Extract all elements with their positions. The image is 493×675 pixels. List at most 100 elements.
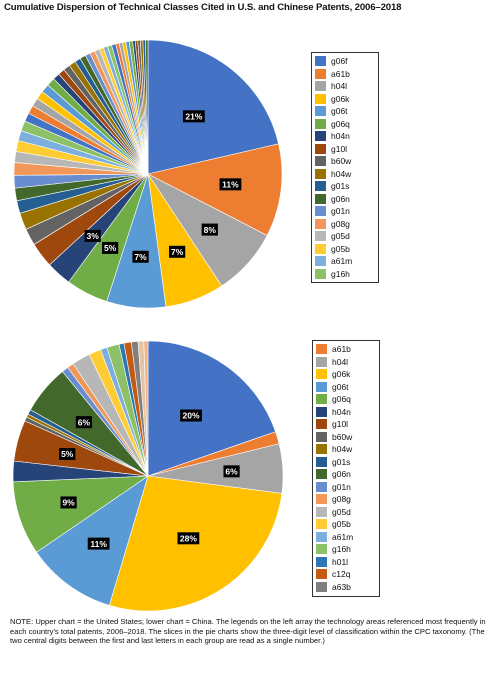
us-data-label-text: 21% [185, 112, 202, 122]
legend-swatch [316, 394, 327, 405]
cn-legend-item-g05b: g05b [316, 518, 376, 531]
legend-label: h04l [331, 81, 348, 92]
legend-swatch [316, 381, 327, 392]
legend-swatch [316, 519, 327, 530]
legend-label: a61m [332, 531, 354, 542]
legend-swatch [316, 456, 327, 467]
legend-swatch [315, 206, 326, 217]
legend-swatch [315, 193, 326, 204]
cn-legend-item-g05d: g05d [316, 506, 376, 519]
legend-label: g05d [332, 506, 351, 517]
cn-legend-item-h01l: h01l [316, 556, 376, 569]
cn-legend-item-g06n: g06n [316, 468, 376, 481]
legend-label: g10l [331, 143, 348, 154]
legend-swatch [316, 506, 327, 517]
cn-slice-other-22 [143, 340, 149, 477]
cn-legend-item-a61b: a61b [316, 343, 376, 356]
us-legend-item-g06q: g06q [315, 118, 375, 131]
us-legend-item-g06f: g06f [315, 55, 375, 68]
legend-label: g06n [332, 469, 351, 480]
legend-label: g01s [331, 181, 350, 192]
china-pie-chart: 20% 6% 28% 11% 9% 5% 6% [12, 340, 284, 612]
us-legend-item-h04l: h04l [315, 80, 375, 93]
legend-label: g06t [332, 381, 349, 392]
us-data-label: 11% [219, 178, 242, 191]
legend-swatch [316, 406, 327, 417]
us-data-label: 8% [201, 223, 218, 236]
us-data-label-text: 11% [222, 180, 239, 190]
legend-swatch [315, 93, 326, 104]
cn-data-label-text: 6% [225, 467, 238, 477]
legend-label: h04l [332, 356, 349, 367]
legend-label: g10l [332, 419, 349, 430]
us-data-label-text: 3% [86, 231, 99, 241]
legend-label: g06k [331, 93, 350, 104]
legend-swatch [315, 106, 326, 117]
legend-label: g16h [332, 544, 351, 555]
us-legend-item-a61b: a61b [315, 68, 375, 81]
legend-label: a61b [331, 68, 350, 79]
us-legend-item-g05d: g05d [315, 230, 375, 243]
legend-label: b60w [331, 156, 352, 167]
legend-swatch [315, 256, 326, 267]
legend-swatch [315, 243, 326, 254]
cn-legend-item-c12q: c12q [316, 568, 376, 581]
us-legend-item-g08g: g08g [315, 218, 375, 231]
cn-legend-item-h04w: h04w [316, 443, 376, 456]
cn-legend-item-b60w: b60w [316, 431, 376, 444]
cn-legend-item-g08g: g08g [316, 493, 376, 506]
legend-label: g05b [332, 519, 351, 530]
us-legend-item-h04n: h04n [315, 130, 375, 143]
legend-swatch [316, 494, 327, 505]
cn-data-label: 20% [180, 409, 202, 422]
legend-label: c12q [332, 569, 351, 580]
legend-swatch [316, 581, 327, 592]
legend-label: h04n [332, 406, 351, 417]
us-data-label: 21% [182, 110, 205, 123]
legend-swatch [316, 431, 327, 442]
cn-data-label: 6% [75, 416, 93, 429]
us-legend-item-h04w: h04w [315, 168, 375, 181]
legend-label: g06f [331, 56, 348, 67]
legend-label: g16h [331, 268, 350, 279]
legend-swatch [315, 131, 326, 142]
legend-swatch [316, 531, 327, 542]
legend-label: h04w [332, 444, 353, 455]
legend-swatch [315, 143, 326, 154]
cn-data-label-text: 11% [90, 539, 107, 549]
cn-legend-item-a63b: a63b [316, 581, 376, 594]
cn-data-label: 28% [177, 532, 200, 545]
us-legend-item-b60w: b60w [315, 155, 375, 168]
legend-swatch [315, 56, 326, 67]
legend-swatch [315, 181, 326, 192]
us-legend-item-g06n: g06n [315, 193, 375, 206]
cn-data-label-text: 28% [180, 534, 197, 544]
legend-label: g01n [332, 481, 351, 492]
legend-label: g01n [331, 206, 350, 217]
legend-swatch [316, 544, 327, 555]
cn-data-label: 9% [60, 496, 77, 509]
legend-label: h04n [331, 131, 350, 142]
us-data-label-text: 8% [204, 225, 217, 235]
cn-legend-item-g16h: g16h [316, 543, 376, 556]
legend-swatch [316, 344, 327, 355]
chart-title: Cumulative Dispersion of Technical Class… [4, 2, 402, 13]
us-data-label-text: 5% [104, 243, 117, 253]
legend-swatch [316, 569, 327, 580]
us-data-label: 5% [102, 241, 119, 254]
us-legend-item-g06k: g06k [315, 93, 375, 106]
us-legend-item-g01s: g01s [315, 180, 375, 193]
legend-label: a63b [332, 581, 351, 592]
china-legend: a61b h04l g06k g06t g06q h04n g10l b60w h04w g01s… [312, 340, 380, 597]
legend-swatch [315, 81, 326, 92]
cn-data-label: 11% [87, 537, 110, 550]
legend-swatch [316, 556, 327, 567]
legend-label: a61m [331, 256, 353, 267]
cn-legend-item-h04l: h04l [316, 356, 376, 369]
us-legend-item-g16h: g16h [315, 268, 375, 281]
cn-data-label: 5% [59, 448, 76, 461]
legend-swatch [316, 419, 327, 430]
cn-data-label-text: 20% [183, 411, 200, 421]
cn-legend-item-g10l: g10l [316, 418, 376, 431]
us-legend-item-g06t: g06t [315, 105, 375, 118]
